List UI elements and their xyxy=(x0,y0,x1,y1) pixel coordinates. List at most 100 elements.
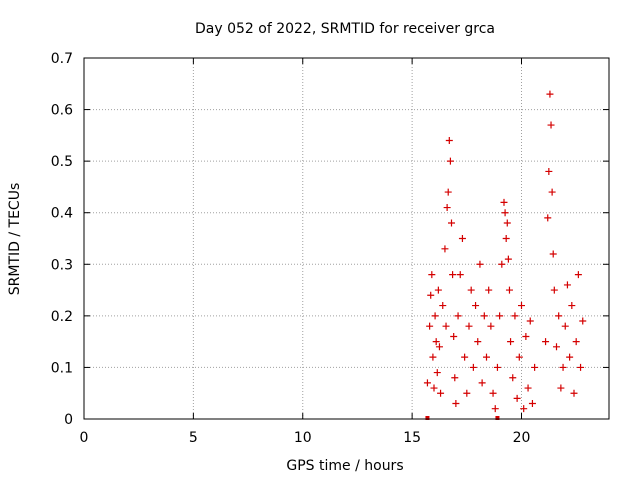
data-point xyxy=(496,312,504,320)
data-point xyxy=(561,322,569,330)
data-point xyxy=(483,353,490,361)
data-point xyxy=(463,389,471,397)
data-point xyxy=(526,317,534,325)
data-point xyxy=(435,343,443,351)
data-point xyxy=(451,374,459,382)
data-point xyxy=(441,245,449,253)
data-point xyxy=(548,188,556,196)
y-tick-label: 0.2 xyxy=(51,309,73,325)
plot-frame xyxy=(83,57,610,420)
y-tick-label: 0 xyxy=(64,412,73,428)
data-point xyxy=(544,214,552,222)
data-point xyxy=(432,338,440,346)
x-axis-label: GPS time / hours xyxy=(286,458,403,474)
y-tick-label: 0.3 xyxy=(51,257,73,273)
data-point xyxy=(428,271,436,279)
data-point xyxy=(570,389,578,397)
data-point xyxy=(476,260,484,268)
data-point xyxy=(449,271,457,279)
data-point xyxy=(577,363,585,371)
data-point xyxy=(505,286,513,294)
data-point xyxy=(423,379,431,387)
data-point xyxy=(493,363,501,371)
data-point xyxy=(469,363,477,371)
data-point xyxy=(426,322,434,330)
data-point xyxy=(531,363,539,371)
data-point xyxy=(458,235,466,242)
data-point xyxy=(452,400,460,408)
data-points xyxy=(423,90,587,420)
grid xyxy=(84,58,609,419)
data-point xyxy=(429,353,437,361)
data-point xyxy=(448,219,455,227)
data-point xyxy=(522,332,530,340)
data-point xyxy=(511,312,519,320)
data-point xyxy=(518,302,525,310)
data-point xyxy=(442,322,450,330)
axis-ticks: 0 0.1 0.2 0.3 0.4 0.5 0.6 0.7 0 5 10 15 20 xyxy=(51,51,609,446)
data-point xyxy=(542,338,550,346)
data-point xyxy=(430,384,438,392)
data-point xyxy=(446,157,454,165)
data-point xyxy=(456,271,464,279)
data-point xyxy=(465,322,473,330)
data-point xyxy=(555,312,563,320)
data-point xyxy=(427,291,435,299)
zero-marker xyxy=(495,416,500,420)
data-point xyxy=(545,167,553,175)
data-point xyxy=(501,209,509,217)
data-point xyxy=(546,90,554,98)
data-point xyxy=(504,255,512,263)
data-point xyxy=(445,137,453,145)
data-point xyxy=(579,317,587,325)
y-tick-label: 0.7 xyxy=(51,51,73,67)
x-tick-label: 10 xyxy=(294,430,312,446)
data-point xyxy=(566,353,574,361)
data-point xyxy=(467,286,475,294)
data-point xyxy=(433,369,441,377)
data-point xyxy=(550,286,558,294)
data-point xyxy=(553,343,560,351)
data-point xyxy=(515,353,523,361)
data-point xyxy=(547,121,555,129)
data-point xyxy=(520,405,528,413)
data-point xyxy=(509,374,517,382)
x-tick-label: 0 xyxy=(80,430,89,446)
data-point xyxy=(489,389,497,397)
data-point xyxy=(487,322,495,330)
data-point xyxy=(500,198,508,206)
data-point xyxy=(491,405,499,413)
data-point xyxy=(563,281,571,289)
data-point xyxy=(450,332,458,340)
data-point xyxy=(498,260,506,268)
data-point xyxy=(480,312,488,320)
x-tick-label: 15 xyxy=(403,430,421,446)
data-point xyxy=(507,338,515,346)
data-point xyxy=(503,219,511,227)
y-tick-label: 0.1 xyxy=(51,360,73,376)
data-point xyxy=(443,204,451,212)
zero-marker xyxy=(425,416,430,420)
data-point xyxy=(513,394,521,402)
x-tick-label: 20 xyxy=(513,430,531,446)
data-point xyxy=(502,235,510,242)
data-point xyxy=(572,338,580,346)
y-tick-label: 0.6 xyxy=(51,103,73,119)
data-point xyxy=(444,188,452,196)
data-point xyxy=(524,384,532,392)
y-tick-label: 0.5 xyxy=(51,154,73,170)
data-point xyxy=(474,338,482,346)
data-point xyxy=(478,379,486,387)
data-point xyxy=(472,302,480,310)
y-tick-label: 0.4 xyxy=(51,206,73,222)
data-point xyxy=(431,312,439,320)
data-point xyxy=(559,363,567,371)
data-point xyxy=(568,302,576,310)
data-point xyxy=(461,353,469,361)
x-tick-label: 5 xyxy=(189,430,198,446)
data-point xyxy=(528,400,536,408)
data-point xyxy=(557,384,565,392)
data-point xyxy=(485,286,493,294)
